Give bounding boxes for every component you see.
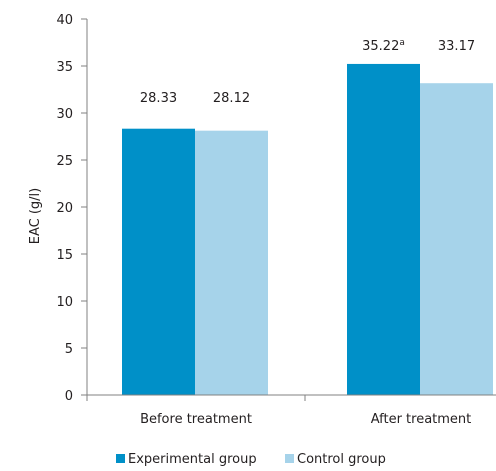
y-tick-label: 35 [56,60,73,75]
y-tick-label: 20 [56,201,73,216]
legend: Experimental group Control group [116,452,386,467]
data-label-superscript: a [399,38,405,48]
data-label: 33.17 [438,39,475,54]
bar-experimental-before [122,128,195,395]
data-label: 28.12 [213,91,250,106]
y-axis-label: EAC (g/l) [28,188,43,244]
plot-area [122,63,493,396]
legend-label: Experimental group [128,452,257,467]
bar-experimental-after [347,63,420,395]
y-tick-label: 10 [56,295,73,310]
y-tick-label: 40 [56,13,73,28]
y-tick-label: 25 [56,154,73,169]
legend-label: Control group [297,452,386,467]
y-tick-label: 30 [56,107,73,122]
bar-control-after [420,83,493,396]
data-labels: 28.33 28.12 35.22a 33.17 [140,38,475,106]
y-tick-label: 15 [56,248,73,263]
legend-swatch [116,454,125,463]
x-tick-label: Before treatment [140,412,252,427]
y-tick-label: 5 [65,342,73,357]
data-label: 35.22a [362,38,405,54]
data-label: 28.33 [140,91,177,106]
axes: 0 5 10 15 20 25 30 35 40 Before treatment After tr… [56,13,496,427]
x-tick-label: After treatment [371,412,472,427]
legend-swatch [285,454,294,463]
bar-control-before [195,130,268,395]
y-tick-label: 0 [65,389,73,404]
